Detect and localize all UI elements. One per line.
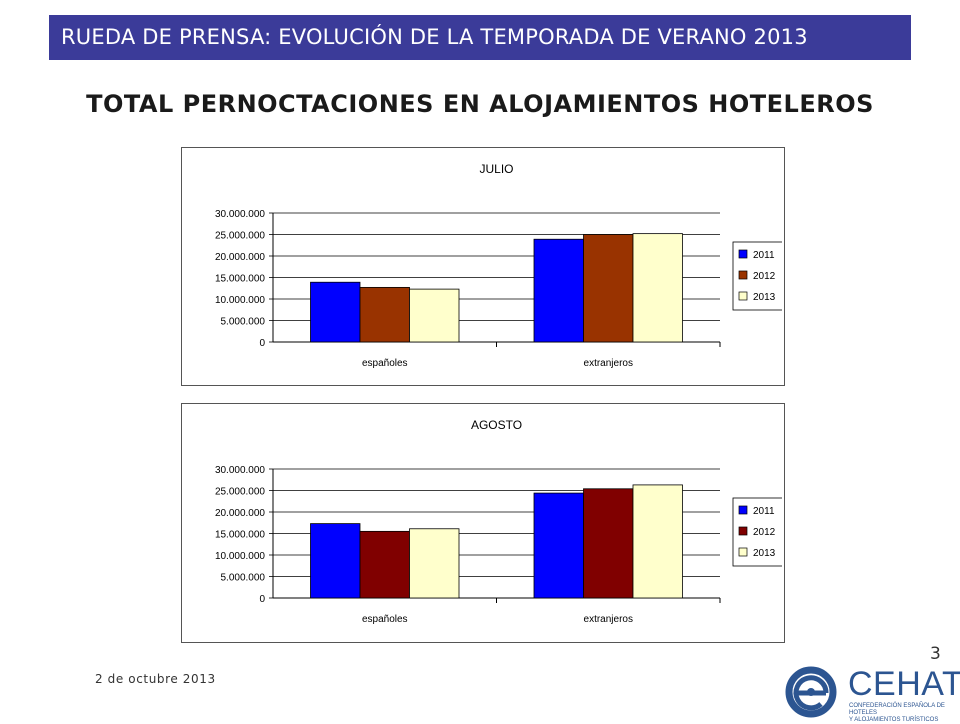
bar xyxy=(409,288,460,343)
chart-agosto: AGOSTO 0 5.000.000 10.000.000 15.000.000 20.0… xyxy=(181,403,785,643)
legend-label: 2011 xyxy=(753,250,775,261)
chart-julio: JULIO 0 5.000.000 10.000.000 15.000.000 20.00… xyxy=(181,147,785,386)
bar xyxy=(359,286,410,343)
y-tick-label: 0 xyxy=(259,594,265,605)
legend-label: 2012 xyxy=(753,271,776,282)
page-number: 3 xyxy=(930,644,941,664)
y-tick-label: 25.000.000 xyxy=(215,231,265,242)
logo-subtext: CONFEDERACIÓN ESPAÑOLA DE HOTELES Y ALOJ… xyxy=(849,703,945,723)
chart-svg: AGOSTO 0 5.000.000 10.000.000 15.000.000 20.0… xyxy=(215,418,782,625)
bar xyxy=(409,528,460,599)
x-tick-label: extranjeros xyxy=(584,614,633,625)
y-tick-label: 20.000.000 xyxy=(215,508,265,519)
y-tick-label: 10.000.000 xyxy=(215,551,265,562)
y-tick-label: 5.000.000 xyxy=(221,317,266,328)
y-tick-label: 30.000.000 xyxy=(215,465,265,476)
legend-swatch xyxy=(738,270,748,280)
y-tick-label: 0 xyxy=(259,338,265,349)
x-tick-label: españoles xyxy=(362,614,408,625)
banner-text: RUEDA DE PRENSA: EVOLUCIÓN DE LA TEMPORA… xyxy=(61,25,808,49)
bar xyxy=(632,233,683,343)
y-tick-label: 15.000.000 xyxy=(215,530,265,541)
bar xyxy=(632,484,683,599)
bar xyxy=(310,281,361,343)
legend-swatch xyxy=(738,291,748,301)
page-title: TOTAL PERNOCTACIONES EN ALOJAMIENTOS HOT… xyxy=(86,90,874,118)
bar xyxy=(533,238,584,343)
bar xyxy=(310,523,361,599)
legend-swatch xyxy=(738,505,748,515)
chart-title: AGOSTO xyxy=(471,418,522,432)
x-tick-label: españoles xyxy=(362,358,408,369)
legend-label: 2012 xyxy=(753,527,776,538)
cehat-logo: CEHAT CONFEDERACIÓN ESPAÑOLA DE HOTELES … xyxy=(776,662,960,723)
y-tick-label: 25.000.000 xyxy=(215,487,265,498)
x-tick-label: extranjeros xyxy=(584,358,633,369)
cehat-logo-icon xyxy=(785,666,837,718)
legend-label: 2013 xyxy=(753,548,776,559)
y-tick-label: 30.000.000 xyxy=(215,209,265,220)
y-tick-label: 15.000.000 xyxy=(215,274,265,285)
legend-swatch xyxy=(738,547,748,557)
y-tick-label: 20.000.000 xyxy=(215,252,265,263)
chart-svg: JULIO 0 5.000.000 10.000.000 15.000.000 20.00… xyxy=(215,162,782,369)
y-tick-label: 10.000.000 xyxy=(215,295,265,306)
y-tick-label: 5.000.000 xyxy=(221,573,266,584)
legend-label: 2013 xyxy=(753,292,776,303)
bar xyxy=(359,530,410,599)
footer-date: 2 de octubre 2013 xyxy=(95,672,216,686)
chart-title: JULIO xyxy=(479,162,513,176)
legend-swatch xyxy=(738,526,748,536)
legend-swatch xyxy=(738,249,748,259)
bar xyxy=(533,492,584,599)
bar xyxy=(583,488,634,599)
bar xyxy=(583,234,634,343)
header-banner: RUEDA DE PRENSA: EVOLUCIÓN DE LA TEMPORA… xyxy=(49,15,911,60)
logo-wordmark: CEHAT xyxy=(848,665,960,703)
legend-label: 2011 xyxy=(753,506,775,517)
